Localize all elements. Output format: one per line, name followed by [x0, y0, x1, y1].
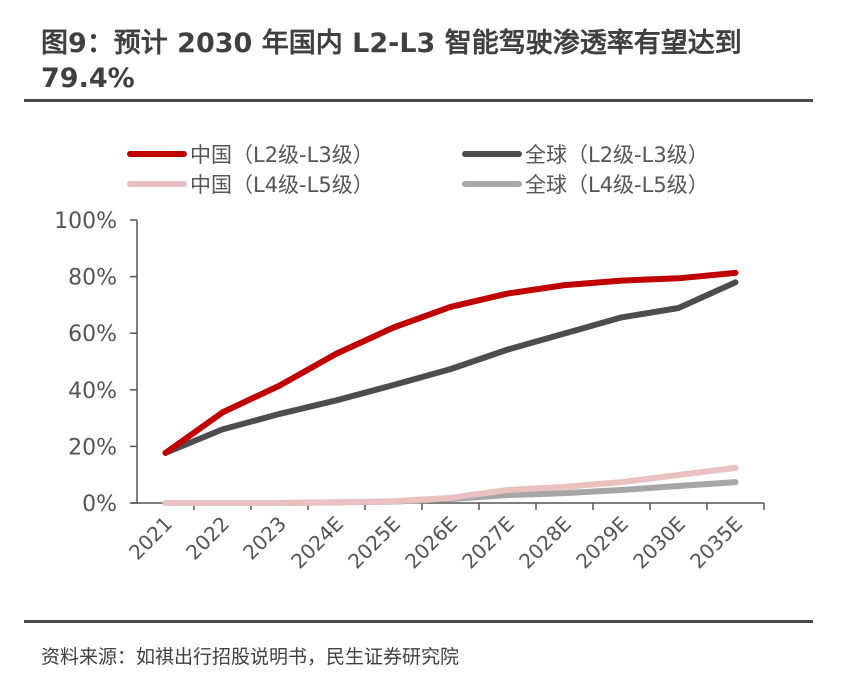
series-line-0: [162, 269, 739, 456]
series-lines: [162, 269, 739, 506]
series-line-1: [162, 279, 739, 456]
source-divider: [24, 620, 813, 623]
source-note: 资料来源：如祺出行招股说明书，民生证券研究院: [41, 646, 460, 668]
x-tick-label: 2025E: [343, 512, 405, 574]
y-tick-label: 100%: [54, 209, 117, 234]
line-chart: 中国（L2级-L3级） 全球（L2级-L3级） 中国（L4级-L5级） 全球（L4级-…: [54, 143, 765, 574]
legend-label: 中国（L4级-L5级）: [190, 173, 374, 197]
x-tick-label: 2021: [124, 512, 177, 565]
y-tick-label: 0%: [82, 492, 117, 517]
legend: 中国（L2级-L3级） 全球（L2级-L3级） 中国（L4级-L5级） 全球（L4级-…: [127, 143, 709, 197]
y-tick-label: 60%: [68, 322, 117, 347]
legend-item: 中国（L2级-L3级）: [127, 143, 374, 167]
legend-label: 中国（L2级-L3级）: [190, 143, 374, 167]
y-tick-label: 40%: [68, 379, 117, 404]
x-tick-label: 2026E: [400, 512, 462, 574]
x-tick-label: 2024E: [286, 512, 348, 574]
chart-title: 图9：预计 2030 年国内 L2-L3 智能驾驶渗透率有望达到 79.4%: [41, 28, 742, 94]
x-tick-label: 2029E: [571, 512, 633, 574]
legend-item: 全球（L4级-L5级）: [462, 173, 709, 197]
y-tick-label: 20%: [68, 435, 117, 460]
x-tick-label: 2030E: [628, 512, 690, 574]
x-tick-label: 2022: [181, 512, 234, 565]
title-divider: [24, 99, 813, 102]
series-line-2: [162, 464, 739, 506]
legend-label: 全球（L2级-L3级）: [525, 143, 709, 167]
y-tick-label: 80%: [68, 266, 117, 291]
x-tick-label: 2023: [238, 512, 291, 565]
x-tick-label: 2028E: [514, 512, 576, 574]
x-tick-label: 2035E: [685, 512, 747, 574]
legend-item: 中国（L4级-L5级）: [127, 173, 374, 197]
legend-item: 全球（L2级-L3级）: [462, 143, 709, 167]
x-tick-label: 2027E: [457, 512, 519, 574]
axes: 0% 20% 40% 60% 80% 100% 2021 2022 20232024E2025E…: [54, 209, 765, 574]
legend-label: 全球（L4级-L5级）: [525, 173, 709, 197]
